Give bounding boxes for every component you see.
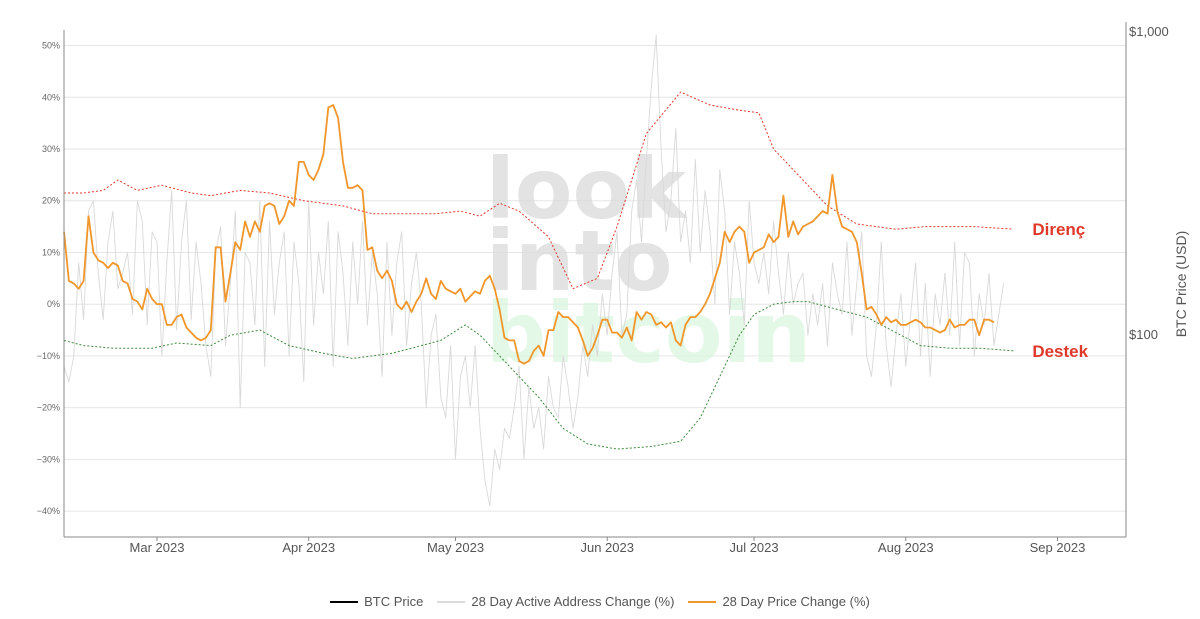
y-left-tick-label: 50% bbox=[42, 41, 60, 51]
watermark-word: look bbox=[486, 140, 688, 238]
legend-label-price-change: 28 Day Price Change (%) bbox=[722, 594, 870, 609]
x-tick-label: Apr 2023 bbox=[282, 540, 335, 555]
y-left-tick-label: −10% bbox=[37, 351, 60, 361]
gridlines bbox=[64, 45, 1126, 512]
legend-item-active-address[interactable]: 28 Day Active Address Change (%) bbox=[437, 594, 674, 609]
legend-item-price-change[interactable]: 28 Day Price Change (%) bbox=[688, 594, 870, 609]
x-tick-label: Jul 2023 bbox=[729, 540, 778, 555]
watermark-word: into bbox=[486, 212, 672, 310]
y-left-tick-label: −30% bbox=[37, 454, 60, 464]
x-tick-label: Sep 2023 bbox=[1030, 540, 1086, 555]
y-left-tick-label: −20% bbox=[37, 403, 60, 413]
annotations: Direnç Destek bbox=[1032, 220, 1088, 361]
x-tick-label: Mar 2023 bbox=[130, 540, 185, 555]
x-tick-label: May 2023 bbox=[427, 540, 484, 555]
legend-swatch-btc-price bbox=[330, 600, 359, 603]
axes bbox=[63, 22, 1127, 541]
y-right-tick-label: $1,000 bbox=[1129, 24, 1169, 39]
legend-item-btc-price[interactable]: BTC Price bbox=[330, 594, 423, 609]
x-tick-label: Jun 2023 bbox=[580, 540, 634, 555]
y-right-axis-title: BTC Price (USD) bbox=[1173, 231, 1189, 338]
annotation-label: Direnç bbox=[1032, 220, 1085, 239]
series-line-28-day-active-address-change bbox=[63, 34, 1005, 507]
legend-label-btc-price: BTC Price bbox=[364, 594, 424, 609]
y-left-tick-label: 40% bbox=[42, 92, 60, 102]
series-line-diren-band bbox=[64, 91, 1014, 290]
annotation-label: Destek bbox=[1032, 342, 1088, 361]
legend-label-active-address: 28 Day Active Address Change (%) bbox=[471, 594, 675, 609]
y-left-tick-label: 10% bbox=[42, 247, 60, 257]
series-layer bbox=[63, 34, 1014, 507]
legend-swatch-price-change bbox=[688, 600, 717, 603]
x-tick-label: Aug 2023 bbox=[878, 540, 934, 555]
series-line-28-day-price-change bbox=[63, 104, 995, 365]
legend: BTC Price 28 Day Active Address Change (… bbox=[0, 594, 1200, 609]
y-right-tick-label: $100 bbox=[1129, 327, 1158, 342]
series-line-destek-band bbox=[63, 301, 1014, 450]
watermark-word: bitcoin bbox=[486, 284, 811, 382]
y-left-tick-label: 20% bbox=[42, 196, 60, 206]
legend-swatch-active-address bbox=[437, 600, 466, 603]
y-left-tick-label: 30% bbox=[42, 144, 60, 154]
y-left-tick-label: 0% bbox=[47, 299, 60, 309]
tick-labels: 50% 40% 30% 20% 10% 0% −10% −20% −30% −40% Mar 202… bbox=[37, 24, 1189, 555]
y-left-tick-label: −40% bbox=[37, 506, 60, 516]
